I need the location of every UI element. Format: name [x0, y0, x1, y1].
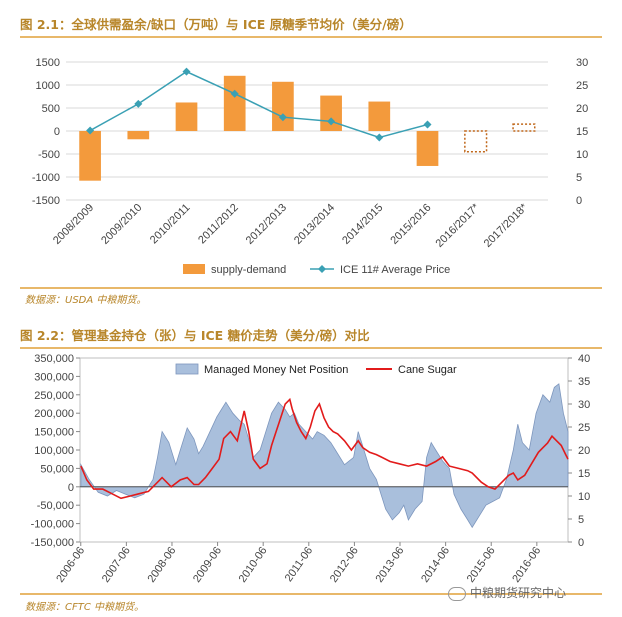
x-tick-label: 2016-06 — [510, 545, 543, 585]
bar — [272, 81, 294, 131]
y-left-tick-label: 300,000 — [34, 371, 74, 383]
bar — [223, 75, 246, 131]
price-marker — [278, 113, 287, 122]
bar — [79, 131, 101, 181]
x-tick-label: 2014-06 — [419, 545, 452, 585]
y-right-tick-label: 15 — [576, 126, 588, 138]
divider — [20, 593, 602, 595]
chart2: -150,000-100,000-50,000050,000100,000150… — [31, 353, 591, 585]
y-right-tick-label: 20 — [576, 103, 588, 115]
x-tick-label: 2008/2009 — [51, 202, 96, 247]
x-tick-label: 2014/2015 — [340, 202, 385, 247]
price-marker — [134, 99, 143, 108]
x-tick-label: 2012-06 — [328, 545, 361, 585]
x-tick-label: 2006-06 — [54, 545, 87, 585]
y-right-tick-label: 20 — [578, 445, 590, 457]
y-right-tick-label: 10 — [576, 149, 588, 161]
y-right-tick-label: 0 — [578, 537, 584, 549]
y-right-tick-label: 5 — [576, 172, 582, 184]
y-left-tick-label: -1500 — [32, 195, 60, 207]
y-left-tick-label: -1000 — [32, 172, 60, 184]
x-tick-label: 2009/2010 — [99, 202, 144, 247]
legend-area-swatch — [175, 363, 199, 375]
price-line — [89, 70, 428, 139]
y-left-tick-label: 500 — [42, 103, 60, 115]
wechat-logo-icon — [448, 586, 466, 601]
y-right-tick-label: 30 — [576, 57, 588, 69]
bar — [320, 95, 342, 131]
watermark: 中粮期货研究中心 — [448, 584, 566, 601]
x-tick-label: 2007-06 — [100, 545, 133, 585]
bar — [464, 130, 488, 153]
y-right-tick-label: 30 — [578, 399, 590, 411]
divider — [20, 287, 602, 289]
chart1: -1500 -1000 -500 0 500 1000 1500 0 5 10 15 20 25 30 20… — [32, 57, 588, 276]
y-left-tick-label: 150,000 — [34, 427, 74, 439]
chart2-source: 数据源：CFTC 中粮期货。 — [25, 602, 145, 613]
legend-label: Cane Sugar — [398, 364, 457, 376]
price-marker — [375, 133, 384, 142]
price-marker — [86, 126, 95, 135]
bar — [127, 131, 150, 140]
net-position-area — [80, 383, 569, 529]
y-left-tick-label: 100,000 — [34, 445, 74, 457]
price-marker — [182, 67, 191, 76]
y-left-tick-label: -100,000 — [31, 519, 74, 531]
x-tick-label: 2010/2011 — [148, 202, 193, 247]
x-tick-label: 2015-06 — [465, 545, 498, 585]
legend-label: Managed Money Net Position — [204, 364, 348, 376]
legend-bar-swatch — [183, 264, 205, 274]
legend-line-marker — [318, 265, 326, 273]
bar — [175, 102, 198, 131]
cane-sugar-line — [80, 397, 569, 500]
divider — [20, 347, 602, 349]
y-right-tick-label: 0 — [576, 195, 582, 207]
x-tick-label: 2011/2012 — [196, 202, 241, 247]
legend-label: supply-demand — [211, 264, 286, 276]
y-left-tick-label: 1500 — [36, 57, 60, 69]
y-left-tick-label: 250,000 — [34, 390, 74, 402]
y-right-tick-label: 35 — [578, 376, 590, 388]
bar — [416, 131, 439, 166]
y-left-tick-label: 0 — [68, 482, 74, 494]
chart2-title: 图 2.2：管理基金持仓（张）与 ICE 糖价走势（美分/磅）对比 — [20, 328, 370, 343]
y-right-tick-label: 5 — [578, 514, 584, 526]
x-tick-label: 2017/2018* — [482, 201, 531, 250]
price-marker — [230, 89, 239, 98]
y-right-tick-label: 15 — [578, 468, 590, 480]
y-right-tick-label: 25 — [578, 422, 590, 434]
bar — [512, 123, 536, 132]
bar — [368, 101, 391, 131]
x-tick-label: 2011-06 — [283, 545, 316, 584]
x-tick-label: 2016/2017* — [434, 201, 483, 250]
legend-label: ICE 11# Average Price — [340, 264, 450, 276]
x-tick-label: 2015/2016 — [388, 202, 433, 247]
y-left-tick-label: -50,000 — [37, 500, 74, 512]
y-left-tick-label: -150,000 — [31, 537, 74, 549]
x-tick-label: 2008-06 — [145, 545, 178, 585]
x-tick-label: 2013-06 — [373, 545, 406, 585]
divider — [20, 36, 602, 38]
y-left-tick-label: 0 — [54, 126, 60, 138]
chart1-source: 数据源：USDA 中粮期货。 — [25, 295, 147, 306]
y-right-tick-label: 40 — [578, 353, 590, 365]
price-marker — [327, 117, 336, 126]
x-tick-label: 2009-06 — [191, 545, 224, 585]
y-left-tick-label: -500 — [38, 149, 60, 161]
x-tick-label: 2013/2014 — [292, 202, 337, 247]
y-left-tick-label: 50,000 — [40, 463, 74, 475]
y-left-tick-label: 1000 — [36, 80, 60, 92]
x-tick-label: 2010-06 — [237, 545, 270, 585]
y-left-tick-label: 200,000 — [34, 408, 74, 420]
y-right-tick-label: 25 — [576, 80, 588, 92]
watermark-text: 中粮期货研究中心 — [470, 586, 567, 600]
y-right-tick-label: 10 — [578, 491, 590, 503]
price-marker — [423, 120, 432, 129]
y-left-tick-label: 350,000 — [34, 353, 74, 365]
chart1-title: 图 2.1：全球供需盈余/缺口（万吨）与 ICE 原糖季节均价（美分/磅） — [20, 17, 412, 32]
x-tick-label: 2012/2013 — [244, 202, 289, 247]
